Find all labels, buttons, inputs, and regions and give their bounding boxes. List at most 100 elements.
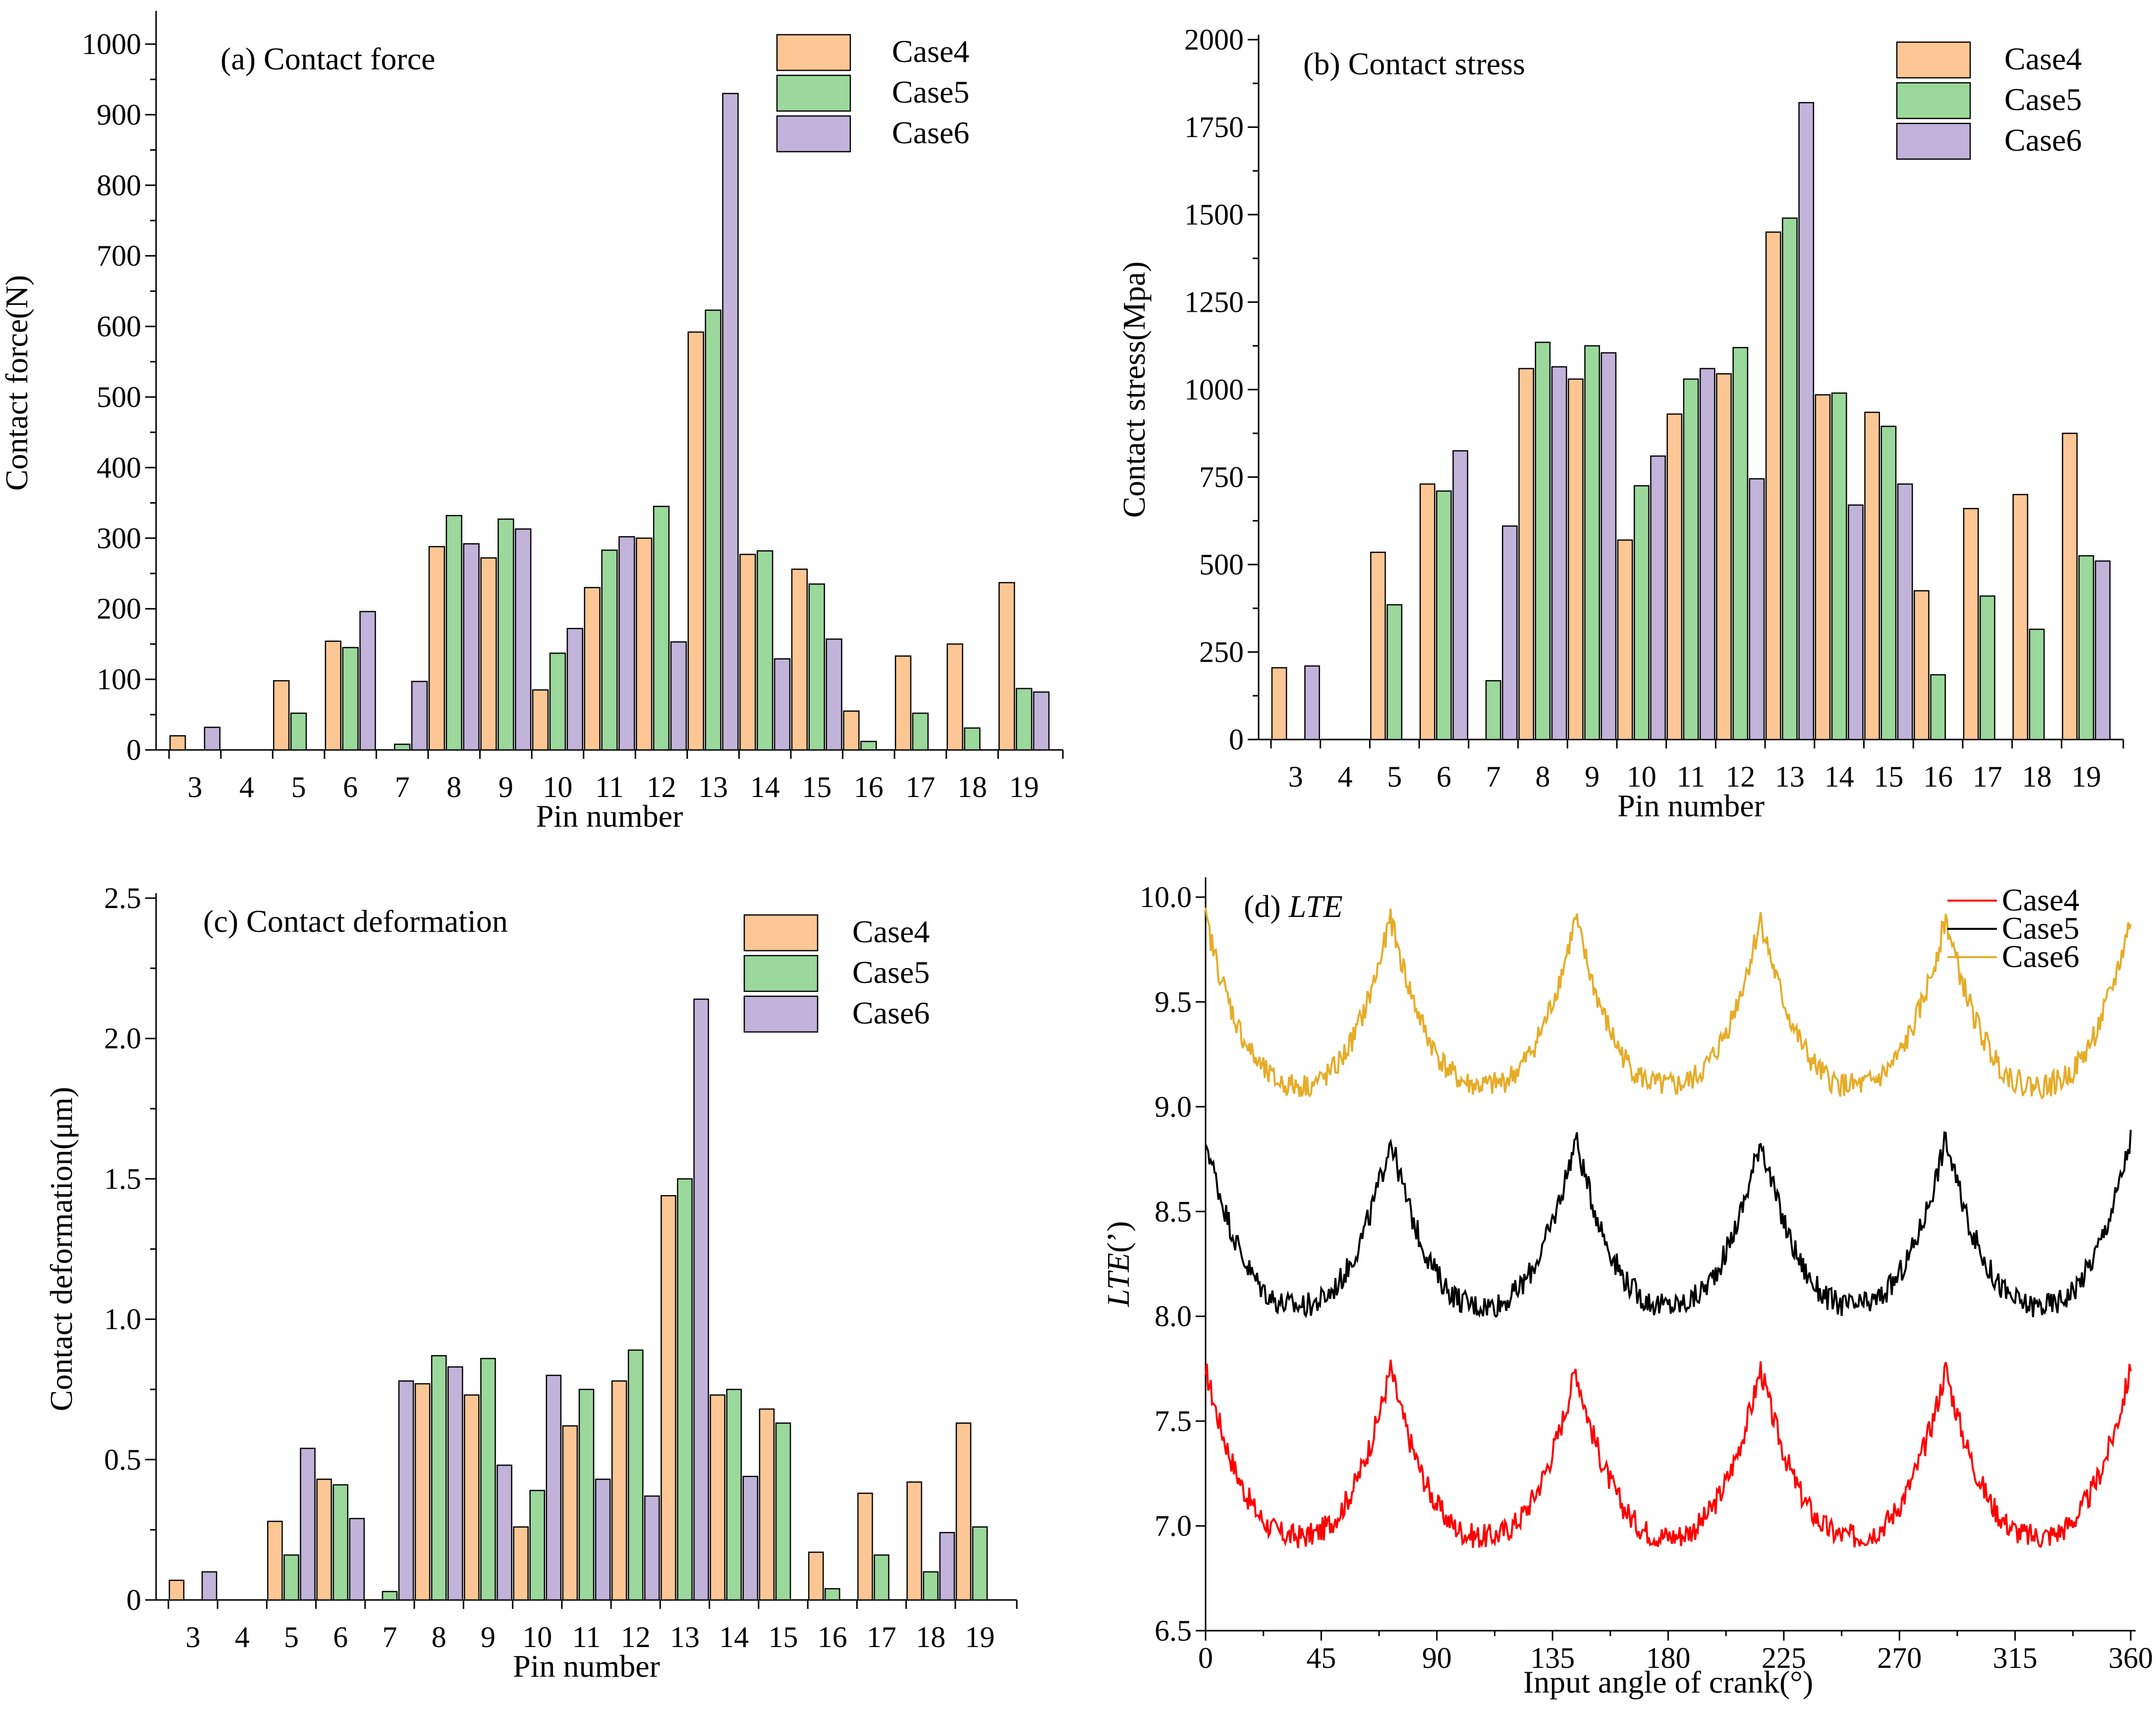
bar-case5-pin18: [923, 1571, 939, 1601]
bar-case4-pin16: [1913, 590, 1930, 741]
x-tick-label: 7: [1486, 760, 1501, 793]
x-tick-label: 13: [698, 771, 728, 803]
y-tick-label: 750: [1199, 461, 1244, 494]
x-tick-label: 9: [1585, 760, 1600, 793]
legend-label-case6: Case6: [2002, 939, 2079, 974]
legend-label-case5: Case5: [852, 955, 930, 990]
bar-case6-pin11: [1699, 368, 1715, 741]
legend-swatch-case5: [743, 955, 819, 992]
bar-case5-pin5: [1386, 604, 1403, 741]
bar-case5-pin5: [290, 712, 307, 751]
x-tick-label: 14: [719, 1621, 749, 1653]
bar-case4-pin18: [906, 1481, 923, 1601]
bar-case6-pin8: [463, 543, 480, 751]
y-tick-label: 1000: [82, 28, 141, 60]
bar-case6-pin7: [398, 1380, 414, 1601]
bar-case4-pin6: [1419, 483, 1436, 741]
bar-case4-pin9: [464, 1394, 480, 1601]
legend-swatch-case5: [1896, 82, 1971, 119]
x-tick-label: 10: [522, 1621, 552, 1653]
bar-case4-pin12: [636, 537, 653, 751]
bar-case4-pin3: [169, 735, 186, 751]
y-tick-label: 2.0: [104, 1022, 141, 1055]
bar-case6-pin6: [349, 1518, 365, 1601]
y-axis-title: Contact stress(Mpa): [1116, 261, 1152, 517]
bar-case4-pin13: [687, 331, 704, 751]
bar-case4-pin19: [2062, 433, 2078, 741]
legend-swatch-case4: [776, 34, 851, 71]
bar-case4-pin12: [1716, 373, 1732, 741]
x-tick-label: 18: [957, 771, 987, 803]
bar-case4-pin5: [273, 680, 290, 751]
y-tick-label: 10.0: [1140, 881, 1192, 913]
legend-swatch-case6: [743, 995, 819, 1033]
bar-case5-pin6: [1436, 490, 1452, 741]
x-tick-label: 225: [1762, 1642, 1806, 1674]
bar-case4-pin14: [739, 554, 756, 751]
x-tick-label: 135: [1530, 1642, 1575, 1674]
bar-case4-pin14: [1815, 394, 1831, 741]
x-tick-label: 12: [1725, 760, 1755, 793]
x-tick-label: 10: [543, 771, 572, 803]
bar-case6-pin7: [1502, 525, 1518, 741]
y-axis-title: Contact force(N): [0, 275, 34, 491]
x-tick-label: 18: [2022, 760, 2052, 793]
bar-case4-pin9: [1567, 378, 1584, 741]
y-tick-label: 100: [97, 663, 141, 696]
x-tick-label: 5: [291, 771, 306, 803]
bar-case4-pin18: [946, 643, 963, 751]
bar-case4-pin17: [894, 655, 912, 751]
bar-case6-pin8: [447, 1366, 463, 1601]
bar-case5-pin8: [445, 514, 462, 751]
y-axis-title-unit: (’): [1101, 1221, 1136, 1253]
bar-case4-pin3: [1271, 667, 1287, 741]
legend-swatch-case5: [776, 74, 851, 112]
legend-label-case4: Case4: [2002, 882, 2079, 917]
bar-case5-pin19: [972, 1526, 988, 1601]
bar-case6-pin3: [201, 1571, 218, 1601]
bar-case6-pin12: [644, 1495, 660, 1601]
bar-case5-pin9: [498, 518, 514, 751]
bar-case4-pin15: [1864, 411, 1880, 741]
bar-case5-pin14: [757, 550, 774, 751]
bar-case4-pin6: [325, 640, 341, 751]
legend-swatch-case4: [1896, 41, 1971, 79]
bar-case4-pin8: [428, 546, 445, 751]
x-tick-label: 45: [1306, 1642, 1336, 1674]
bar-case5-pin7: [394, 743, 411, 751]
bar-case5-pin13: [677, 1178, 693, 1601]
bar-case6-pin9: [497, 1464, 512, 1601]
bar-case4-pin5: [1370, 552, 1386, 741]
y-tick-label: 8.5: [1155, 1195, 1192, 1228]
bar-case5-pin9: [1584, 345, 1600, 741]
x-tick-label: 14: [750, 771, 780, 803]
bar-case6-pin3: [204, 727, 221, 751]
legend-label-case4: Case4: [852, 914, 930, 949]
x-tick-label: 3: [1288, 760, 1303, 793]
legend-label-case6: Case6: [892, 115, 969, 150]
bar-case5-pin8: [431, 1355, 447, 1601]
bar-case4-pin13: [661, 1195, 676, 1601]
legend-label-case4: Case4: [892, 34, 969, 69]
x-tick-label: 7: [382, 1621, 397, 1653]
x-tick-label: 6: [343, 771, 358, 803]
x-tick-label: 4: [239, 771, 254, 803]
bar-case6-pin14: [742, 1476, 759, 1601]
x-tick-label: 11: [595, 771, 624, 803]
bar-case5-pin10: [549, 652, 566, 751]
y-tick-label: 400: [97, 451, 141, 484]
panel-d: 6.5 7.0 7.5 8.0 8.5 9.0 9.5 10.0 0 45 90 135 180 225 2…: [1101, 877, 2153, 1700]
x-tick-label: 9: [481, 1621, 496, 1653]
x-tick-label: 16: [854, 771, 884, 803]
x-tick-label: 19: [2071, 760, 2101, 793]
line-case6: [1205, 907, 2132, 1100]
panel-title: (d) LTE: [1244, 889, 1343, 924]
bar-case5-pin14: [726, 1388, 742, 1601]
x-tick-label: 180: [1646, 1642, 1691, 1674]
bar-case6-pin5: [300, 1447, 316, 1601]
bar-case4-pin10: [532, 689, 549, 751]
